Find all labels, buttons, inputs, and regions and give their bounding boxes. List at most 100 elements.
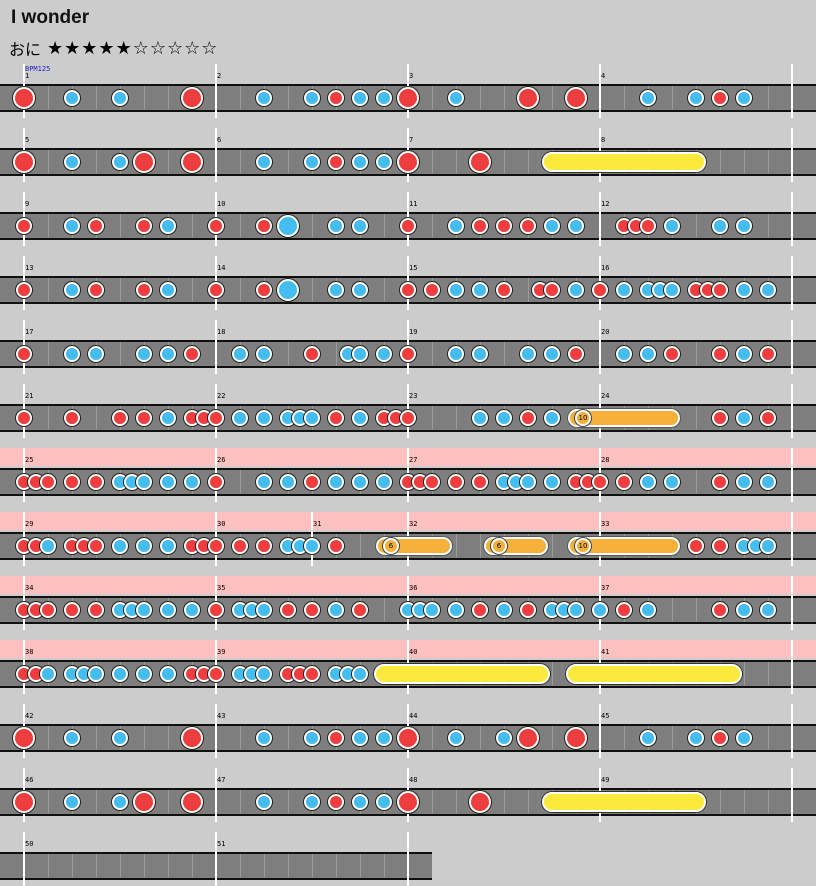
beat-line <box>432 790 433 814</box>
don-note <box>712 410 728 426</box>
don-note <box>520 602 536 618</box>
beat-line <box>192 854 193 878</box>
measure-number: 41 <box>601 648 610 656</box>
don-note <box>328 794 344 810</box>
big-don-note <box>133 791 155 813</box>
don-note <box>328 154 344 170</box>
don-note <box>472 602 488 618</box>
measure-number: 8 <box>601 136 606 144</box>
bar-line <box>215 768 217 822</box>
beat-line <box>48 854 49 878</box>
ka-note <box>88 346 104 362</box>
ka-note <box>352 282 368 298</box>
beat-line <box>432 214 433 238</box>
ka-note <box>520 346 536 362</box>
beat-line <box>360 854 361 878</box>
bar-line <box>215 128 217 182</box>
beat-line <box>240 214 241 238</box>
beat-line <box>432 406 433 430</box>
ka-note <box>736 282 752 298</box>
beat-line <box>120 214 121 238</box>
beat-line <box>168 790 169 814</box>
don-note <box>664 346 680 362</box>
don-note <box>544 282 560 298</box>
beat-line <box>384 854 385 878</box>
beat-line <box>672 86 673 110</box>
ka-note <box>112 90 128 106</box>
beat-line <box>72 854 73 878</box>
big-don-note <box>181 727 203 749</box>
measure-number: 45 <box>601 712 610 720</box>
ka-note <box>736 90 752 106</box>
measure-number: 20 <box>601 328 610 336</box>
beat-line <box>552 86 553 110</box>
don-note <box>616 602 632 618</box>
big-don-note <box>397 727 419 749</box>
ka-note <box>160 218 176 234</box>
ka-note <box>256 154 272 170</box>
measure-number: 18 <box>217 328 226 336</box>
ka-note <box>664 218 680 234</box>
don-note <box>400 346 416 362</box>
don-note <box>208 282 224 298</box>
don-note <box>424 474 440 490</box>
ka-note <box>352 90 368 106</box>
beat-line <box>456 150 457 174</box>
don-note <box>64 474 80 490</box>
bar-line-end <box>791 256 793 310</box>
beat-line <box>240 470 241 494</box>
don-note <box>112 410 128 426</box>
beat-line <box>144 854 145 878</box>
don-note <box>568 346 584 362</box>
bar-line-end <box>791 384 793 438</box>
drumroll-note <box>542 152 706 172</box>
ka-note <box>136 602 152 618</box>
bar-line <box>215 704 217 758</box>
ka-note <box>184 602 200 618</box>
bar-line <box>215 320 217 374</box>
ka-note <box>280 474 296 490</box>
big-don-note <box>469 791 491 813</box>
bar-line-end <box>791 320 793 374</box>
bar-line-end <box>791 576 793 630</box>
difficulty-row: おに ★★★★★☆☆☆☆☆ <box>9 36 218 60</box>
measure-number: 7 <box>409 136 414 144</box>
measure-number: 46 <box>25 776 34 784</box>
don-note <box>712 90 728 106</box>
balloon-note <box>568 409 680 427</box>
measure-number: 31 <box>313 520 322 528</box>
ka-note <box>136 346 152 362</box>
don-note <box>304 602 320 618</box>
measure-number: 47 <box>217 776 226 784</box>
ka-note <box>184 474 200 490</box>
don-note <box>352 602 368 618</box>
big-don-note <box>181 87 203 109</box>
ka-note <box>376 154 392 170</box>
measure-number: 29 <box>25 520 34 528</box>
beat-line <box>768 214 769 238</box>
ka-note <box>160 602 176 618</box>
measure-number: 38 <box>25 648 34 656</box>
beat-line <box>696 342 697 366</box>
beat-line <box>144 86 145 110</box>
bar-line-end <box>791 704 793 758</box>
beat-line <box>744 662 745 686</box>
beat-line <box>240 86 241 110</box>
beat-line <box>96 406 97 430</box>
don-note <box>16 410 32 426</box>
ka-note <box>352 218 368 234</box>
ka-note <box>112 538 128 554</box>
big-don-note <box>181 791 203 813</box>
ka-note <box>160 538 176 554</box>
don-note <box>16 346 32 362</box>
ka-note <box>136 538 152 554</box>
don-note <box>400 282 416 298</box>
beat-line <box>48 726 49 750</box>
bar-line-end <box>791 640 793 694</box>
ka-note <box>376 794 392 810</box>
bar-line-end <box>791 512 793 566</box>
measure-number: 10 <box>217 200 226 208</box>
ka-note <box>304 730 320 746</box>
don-note <box>760 346 776 362</box>
beat-line <box>264 854 265 878</box>
